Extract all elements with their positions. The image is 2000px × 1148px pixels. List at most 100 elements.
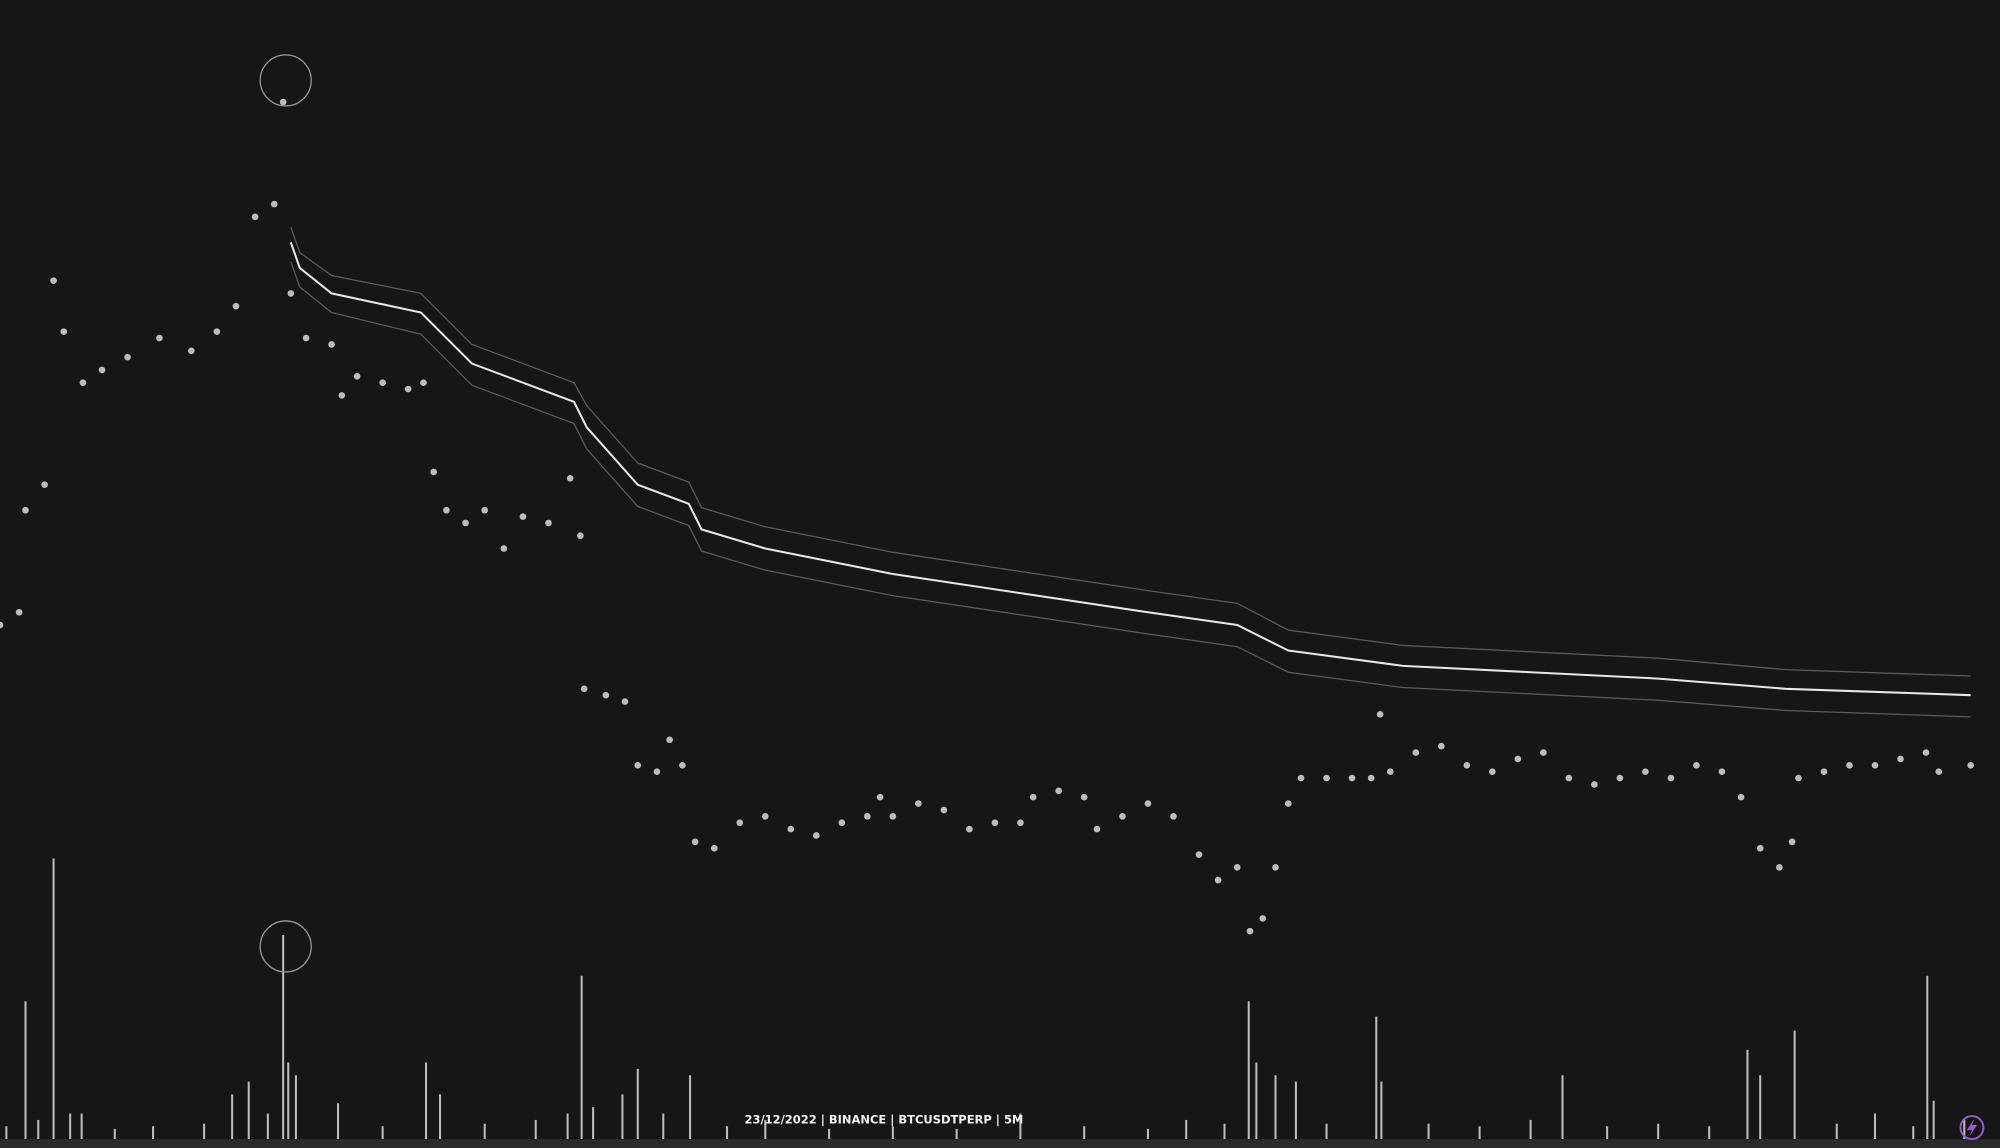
icon-bolt [1966, 1118, 1978, 1137]
volume-bar [1926, 975, 1929, 1140]
price-point [1795, 774, 1802, 782]
volume-bar [483, 1123, 486, 1140]
price-point [940, 806, 948, 814]
price-point [1788, 838, 1796, 846]
price-point [1412, 749, 1420, 756]
price-point [813, 832, 820, 839]
price-point [1214, 876, 1222, 884]
volume-bar [1380, 1081, 1383, 1140]
price-point [1616, 774, 1624, 782]
price-point [519, 513, 527, 520]
volume-bar [580, 975, 583, 1140]
vwap-line [289, 242, 1971, 697]
volume-bar [287, 1062, 290, 1140]
price-point [1376, 710, 1384, 718]
price-point [1693, 762, 1700, 769]
volume-bar [1247, 1001, 1250, 1140]
price-point [566, 475, 574, 482]
price-point [1233, 864, 1241, 871]
price-point [1922, 749, 1930, 756]
volume-bar [1019, 1113, 1022, 1140]
plot [0, 98, 1974, 1140]
volume-bar [828, 1128, 831, 1140]
price-point [462, 519, 469, 527]
volume-bar [282, 934, 285, 1140]
volume-bar [294, 1075, 297, 1140]
chart-footer: 23/12/2022 | BINANCE | BTCUSDTPERP | 5M [745, 1112, 1024, 1126]
price-point [1846, 762, 1853, 769]
price-point [1737, 793, 1745, 801]
price-point [915, 800, 922, 807]
price-point [1820, 768, 1828, 776]
volume-bar [1294, 1081, 1297, 1140]
volume-bar [1427, 1123, 1430, 1140]
icon-ring [1959, 1115, 1985, 1141]
price-point [270, 200, 278, 208]
price-point [15, 608, 23, 616]
volume-bar [592, 1107, 595, 1140]
highlight-circle [259, 920, 312, 973]
volume-bar [1657, 1123, 1660, 1140]
price-point [1272, 864, 1279, 871]
price-point [1297, 774, 1305, 782]
volume-bar [621, 1094, 624, 1140]
volume-bar [24, 1001, 27, 1140]
volume-bar [231, 1094, 234, 1140]
price-point [22, 506, 29, 514]
vwap-line [290, 261, 1971, 718]
price-point [443, 506, 450, 514]
volume-bar [636, 1068, 639, 1140]
price-point [634, 762, 642, 769]
volume-bar [1561, 1075, 1564, 1140]
price-point [966, 825, 973, 833]
price-point [213, 328, 221, 335]
price-point [1565, 774, 1573, 782]
price-point [691, 838, 699, 846]
price-point [50, 277, 57, 284]
volume-bar [1529, 1119, 1532, 1140]
price-point [602, 691, 610, 699]
volume-bar [1912, 1126, 1915, 1140]
price-point [232, 302, 240, 310]
volume-bar [152, 1126, 155, 1140]
volume-bar [1185, 1119, 1188, 1140]
volume-bar [113, 1128, 116, 1140]
price-point [876, 793, 884, 801]
price-point [328, 341, 335, 348]
price-point [679, 762, 686, 769]
price-point [787, 825, 795, 833]
price-point [577, 532, 584, 540]
volume-bar [1708, 1126, 1711, 1140]
volume-bar [1274, 1075, 1277, 1140]
volume-bar [1873, 1113, 1877, 1140]
price-point [621, 698, 629, 705]
price-point [653, 768, 661, 776]
price-point [1170, 813, 1177, 820]
volume-bar [1606, 1126, 1609, 1140]
volume-bar [662, 1113, 665, 1140]
price-point [1080, 793, 1088, 801]
price-point [500, 545, 508, 552]
price-point [379, 379, 386, 386]
price-point [188, 347, 195, 355]
volume-bar [1146, 1128, 1149, 1140]
volume-bar [439, 1094, 442, 1140]
price-point [1776, 864, 1783, 871]
volume-bar [37, 1119, 40, 1140]
price-point [1438, 742, 1445, 750]
volume-bar [425, 1062, 428, 1140]
price-point [60, 328, 68, 335]
volume-bar [80, 1113, 83, 1140]
price-point [156, 334, 163, 342]
price-point [761, 813, 769, 820]
price-point [1246, 927, 1254, 935]
price-point [1514, 755, 1522, 763]
price-point [1967, 762, 1974, 769]
price-point [1871, 762, 1879, 769]
price-point [889, 813, 897, 820]
price-point [1540, 749, 1547, 756]
lightning-icon[interactable] [1959, 1115, 1985, 1141]
